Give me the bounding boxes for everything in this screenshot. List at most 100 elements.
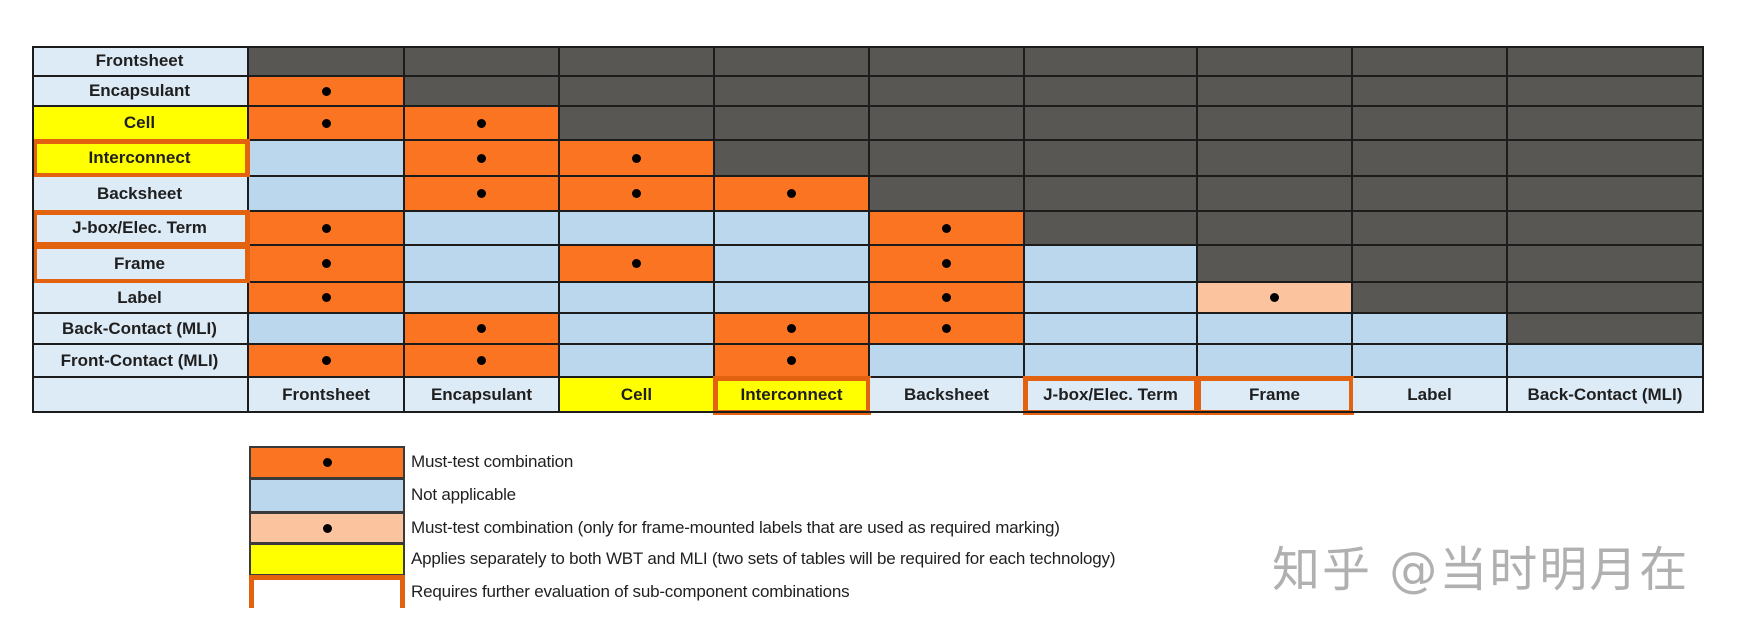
matrix-cell: [405, 107, 560, 141]
bullet-dot-icon: [1270, 293, 1279, 302]
bullet-dot-icon: [477, 118, 486, 128]
matrix-cell: [249, 314, 405, 345]
matrix-cell: [1353, 246, 1508, 283]
matrix-cell: [1025, 107, 1198, 141]
row-label: Front-Contact (MLI): [32, 345, 249, 378]
matrix-cell: [870, 345, 1025, 378]
bullet-dot-icon: [942, 293, 951, 302]
legend-swatch: [249, 478, 405, 512]
legend-swatch: [249, 512, 405, 543]
matrix-cell: [249, 345, 405, 378]
bullet-dot-icon: [322, 523, 332, 533]
matrix-cell: [560, 314, 715, 345]
row-label: Interconnect: [32, 141, 249, 177]
matrix-cell: [715, 314, 870, 345]
matrix-cell: [1198, 77, 1353, 107]
matrix-cell: [1508, 314, 1704, 345]
bullet-dot-icon: [322, 458, 332, 467]
matrix-cell: [560, 141, 715, 177]
matrix-cell: [1198, 177, 1353, 212]
column-label: Backsheet: [870, 378, 1025, 413]
matrix-cell: [560, 107, 715, 141]
row-label: Encapsulant: [32, 77, 249, 107]
matrix-cell: [1198, 345, 1353, 378]
bullet-dot-icon: [942, 259, 951, 268]
matrix-cell: [1508, 283, 1704, 314]
row-label: Back-Contact (MLI): [32, 314, 249, 345]
matrix-cell: [1508, 141, 1704, 177]
legend-swatch: [249, 575, 405, 608]
matrix-cell: [405, 46, 560, 77]
matrix-cell: [870, 283, 1025, 314]
matrix-cell: [249, 46, 405, 77]
bullet-dot-icon: [787, 356, 796, 365]
matrix-cell: [715, 283, 870, 314]
matrix-cell: [249, 283, 405, 314]
matrix-cell: [715, 212, 870, 246]
matrix-cell: [870, 246, 1025, 283]
bullet-dot-icon: [477, 189, 486, 198]
matrix-cell: [1353, 314, 1508, 345]
legend-item: Requires further evaluation of sub-compo…: [249, 575, 850, 608]
matrix-cell: [1353, 107, 1508, 141]
matrix-cell: [405, 246, 560, 283]
column-label: Interconnect: [715, 378, 870, 413]
matrix-cell: [715, 246, 870, 283]
bullet-dot-icon: [477, 324, 486, 333]
bullet-dot-icon: [787, 189, 796, 198]
legend-item: Must-test combination: [249, 446, 573, 478]
legend-item: Not applicable: [249, 478, 516, 512]
matrix-cell: [1508, 246, 1704, 283]
matrix-cell: [1353, 283, 1508, 314]
matrix-cell: [249, 246, 405, 283]
bullet-dot-icon: [477, 153, 486, 163]
column-label: Label: [1353, 378, 1508, 413]
matrix-cell: [249, 107, 405, 141]
matrix-cell: [1025, 314, 1198, 345]
row-label: Backsheet: [32, 177, 249, 212]
matrix-cell: [715, 77, 870, 107]
column-label: Frontsheet: [249, 378, 405, 413]
matrix-cell: [870, 46, 1025, 77]
matrix-cell: [1198, 141, 1353, 177]
matrix-cell: [1198, 314, 1353, 345]
matrix-cell: [1198, 212, 1353, 246]
bullet-dot-icon: [321, 223, 331, 233]
column-label: Back-Contact (MLI): [1508, 378, 1704, 413]
column-label: J-box/Elec. Term: [1025, 378, 1198, 413]
bullet-dot-icon: [321, 259, 331, 268]
corner-cell: [32, 378, 249, 413]
matrix-cell: [560, 177, 715, 212]
matrix-cell: [870, 77, 1025, 107]
legend-swatch: [249, 543, 405, 575]
column-label: Frame: [1198, 378, 1353, 413]
bullet-dot-icon: [321, 86, 331, 96]
matrix-cell: [1025, 77, 1198, 107]
matrix-cell: [1508, 212, 1704, 246]
matrix-cell: [870, 141, 1025, 177]
legend-text: Applies separately to both WBT and MLI (…: [411, 549, 1116, 568]
matrix-cell: [1353, 177, 1508, 212]
column-label: Cell: [560, 378, 715, 413]
matrix-cell: [715, 345, 870, 378]
matrix-cell: [560, 283, 715, 314]
matrix-cell: [870, 177, 1025, 212]
matrix-cell: [405, 212, 560, 246]
bullet-dot-icon: [632, 153, 641, 163]
matrix-cell: [870, 212, 1025, 246]
matrix-cell: [1025, 345, 1198, 378]
matrix-cell: [1508, 46, 1704, 77]
matrix-cell: [1198, 46, 1353, 77]
matrix-cell: [1508, 345, 1704, 378]
matrix-cell: [1508, 107, 1704, 141]
matrix-cell: [249, 177, 405, 212]
matrix-cell: [1353, 345, 1508, 378]
matrix-cell: [249, 141, 405, 177]
matrix-cell: [560, 77, 715, 107]
matrix-cell: [1353, 46, 1508, 77]
legend-text: Must-test combination: [411, 452, 574, 471]
matrix-cell: [1025, 283, 1198, 314]
bullet-dot-icon: [942, 223, 951, 233]
legend-item: Must-test combination (only for frame-mo…: [249, 512, 1060, 543]
matrix-cell: [870, 107, 1025, 141]
